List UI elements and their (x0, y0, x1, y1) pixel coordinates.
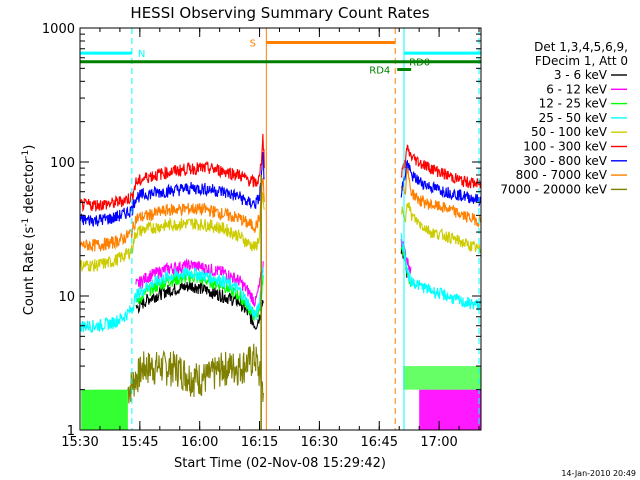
legend-item-label: 7000 - 20000 keV (500, 182, 607, 196)
series-line-olive (127, 343, 264, 404)
legend-header-1: Det 1,3,4,5,6,9, (534, 40, 628, 54)
x-tick-label: 15:30 (61, 435, 98, 450)
series-line-orange (79, 177, 265, 253)
y-tick-label: 100 (50, 156, 75, 171)
legend-item-label: 50 - 100 keV (531, 125, 608, 139)
x-tick-label: 16:30 (301, 435, 338, 450)
series-line-yellow_r (400, 202, 482, 254)
chart-title: HESSI Observing Summary Count Rates (130, 4, 429, 22)
y-tick-label: 10 (58, 290, 75, 305)
x-tick-label: 15:45 (121, 435, 158, 450)
y-tick-label: 1000 (42, 22, 75, 37)
legend-header-2: FDecim 1, Att 0 (535, 54, 628, 68)
series-line-red_r (400, 144, 482, 189)
legend-item-label: 300 - 800 keV (523, 154, 607, 168)
legend: Det 1,3,4,5,6,9, FDecim 1, Att 0 3 - 6 k… (500, 40, 628, 196)
x-axis: 15:30 15:45 16:00 16:15 16:30 16:45 17:00 (61, 28, 480, 450)
x-axis-label: Start Time (02-Nov-08 15:29:42) (174, 456, 386, 471)
y-axis-label: Count Rate (s-1 detector-1) (21, 145, 37, 316)
series-line-cyan (79, 267, 264, 333)
legend-item-label: 3 - 6 keV (554, 68, 608, 82)
plot-area: N S RD0 RD4 (79, 28, 482, 430)
flag-label-n: N (138, 49, 145, 60)
series-line-blue_r (400, 159, 482, 208)
series-line-orange_r (400, 166, 482, 228)
y-tick-label: 1 (67, 424, 75, 439)
series-line-green_r (400, 246, 412, 288)
series-line-magenta (135, 257, 264, 308)
flag-label-rd0: RD0 (409, 58, 430, 69)
series-line-blue (79, 151, 265, 227)
legend-item-label: 12 - 25 keV (539, 97, 608, 111)
series-line-black (135, 280, 264, 330)
plot-frame (79, 27, 482, 431)
x-tick-label: 16:00 (181, 435, 218, 450)
y-axis: 1 10 100 1000 (42, 22, 481, 439)
legend-item-label: 100 - 300 keV (523, 140, 607, 154)
low-count-green-block-right (403, 366, 481, 390)
x-tick-label: 17:00 (420, 435, 457, 450)
low-count-green-block-left (81, 389, 128, 430)
series-line-red (79, 133, 265, 213)
low-count-magenta-block-right (419, 389, 481, 430)
footer-timestamp: 14-Jan-2010 20:49 (561, 469, 636, 478)
flag-label-s: S (250, 38, 256, 49)
x-tick-label: 16:45 (361, 435, 398, 450)
flag-label-rd4: RD4 (369, 66, 390, 77)
x-tick-label: 16:15 (241, 435, 278, 450)
series-line-yellow (79, 191, 265, 272)
legend-item-label: 800 - 7000 keV (516, 168, 608, 182)
legend-item-label: 6 - 12 keV (546, 82, 608, 96)
legend-item-label: 25 - 50 keV (539, 111, 608, 125)
series-line-cyan_r (400, 232, 482, 311)
